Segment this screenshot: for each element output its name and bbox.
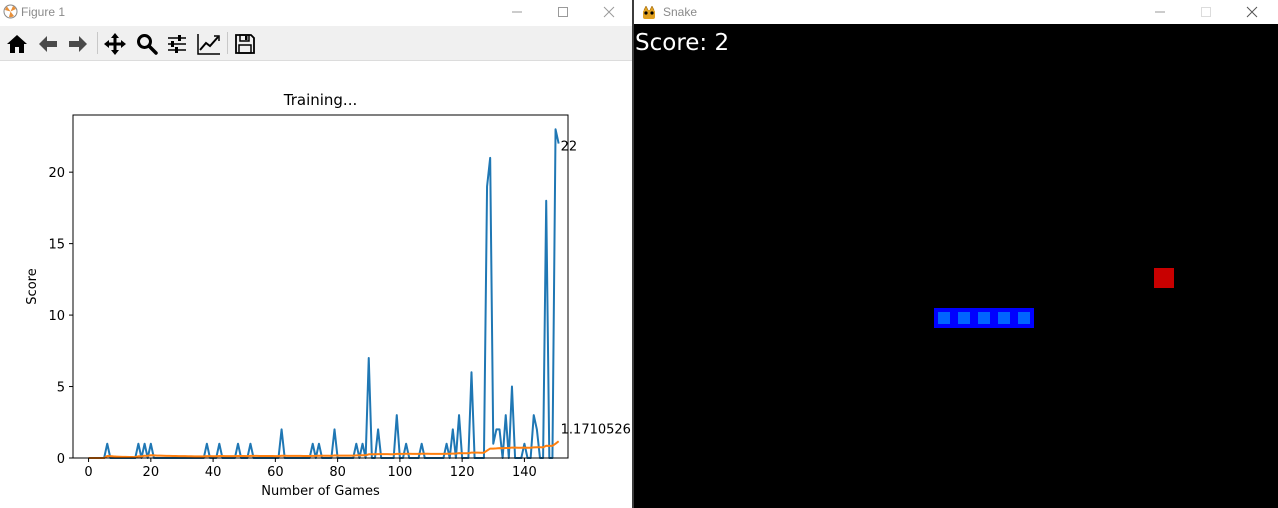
navigation-toolbar (0, 26, 632, 61)
y-tick-label: 15 (48, 238, 65, 253)
subplots-config-button[interactable] (163, 30, 191, 58)
snake-segment (994, 308, 1014, 328)
y-tick-label: 10 (48, 309, 65, 324)
y-tick-label: 0 (57, 452, 65, 467)
training-chart: 0 20 40 60 80 100 120 140 0 5 10 15 20 Training... Num… (25, 91, 632, 499)
figure-window: Figure 1 (0, 0, 632, 508)
figure-titlebar[interactable]: Figure 1 (0, 0, 632, 24)
save-button[interactable] (231, 30, 259, 58)
edit-axes-button[interactable] (194, 30, 222, 58)
maximize-button[interactable] (540, 0, 586, 24)
snake-segment (954, 308, 974, 328)
x-tick-label: 60 (267, 465, 284, 480)
save-icon (235, 34, 255, 54)
x-tick-label: 100 (387, 465, 412, 480)
zoom-button[interactable] (133, 30, 161, 58)
pan-icon (104, 33, 126, 55)
x-axis-label: Number of Games (261, 484, 380, 499)
close-icon (1246, 6, 1258, 18)
x-tick-label: 120 (450, 465, 475, 480)
snake-segment-inner (998, 312, 1010, 324)
series-line-1 (88, 128, 560, 459)
snake-segment-inner (1018, 312, 1030, 324)
food (1154, 268, 1174, 288)
axes-frame (72, 114, 569, 459)
matplotlib-app-icon (3, 4, 18, 19)
x-tick-label: 80 (329, 465, 346, 480)
x-tick-label: 0 (84, 465, 92, 480)
y-tick-label: 20 (48, 166, 65, 181)
plot-area[interactable]: 0 20 40 60 80 100 120 140 0 5 10 15 20 Training... Num… (0, 61, 632, 508)
y-axis-label: Score (25, 268, 40, 304)
back-arrow-icon (39, 36, 57, 52)
minimize-icon (512, 11, 522, 13)
minimize-button[interactable] (1137, 0, 1183, 24)
series-end-label-1: 22 (561, 140, 578, 155)
minimize-icon (1155, 11, 1165, 13)
pygame-snake-icon (642, 5, 657, 20)
x-tick-label: 140 (512, 465, 537, 480)
edit-axes-icon (197, 34, 220, 55)
snake-window-title: Snake (663, 5, 698, 19)
snake-window: Snake Score: 2 (634, 0, 1278, 508)
maximize-icon (1201, 7, 1211, 17)
snake-segment (934, 308, 954, 328)
series-line-2 (88, 440, 560, 459)
score-text: Score: 2 (635, 30, 730, 56)
y-tick-label: 5 (57, 381, 65, 396)
snake-segment-inner (958, 312, 970, 324)
snake-segment (1014, 308, 1034, 328)
close-button[interactable] (1229, 0, 1275, 24)
game-canvas[interactable]: Score: 2 (634, 28, 1278, 508)
close-button[interactable] (586, 0, 632, 24)
snake-titlebar[interactable]: Snake (634, 0, 1278, 24)
series-end-label-2: 1.1710526315 (561, 422, 632, 437)
minimize-button[interactable] (494, 0, 540, 24)
maximize-icon (558, 7, 568, 17)
figure-window-title: Figure 1 (21, 5, 66, 19)
forward-button[interactable] (64, 30, 92, 58)
chart-title: Training... (283, 91, 358, 109)
home-button[interactable] (3, 30, 31, 58)
pan-button[interactable] (101, 30, 129, 58)
home-icon (7, 35, 27, 53)
snake-segment-inner (978, 312, 990, 324)
toolbar-separator (97, 32, 98, 54)
subplots-config-icon (168, 35, 186, 53)
back-button[interactable] (34, 30, 62, 58)
forward-arrow-icon (69, 36, 87, 52)
x-tick-label: 20 (143, 465, 160, 480)
window-divider (632, 0, 634, 508)
toolbar-separator (227, 32, 228, 54)
x-tick-label: 40 (205, 465, 222, 480)
snake-segment-inner (938, 312, 950, 324)
zoom-icon (137, 34, 158, 55)
close-icon (603, 6, 615, 18)
snake-segment (974, 308, 994, 328)
maximize-button[interactable] (1183, 0, 1229, 24)
